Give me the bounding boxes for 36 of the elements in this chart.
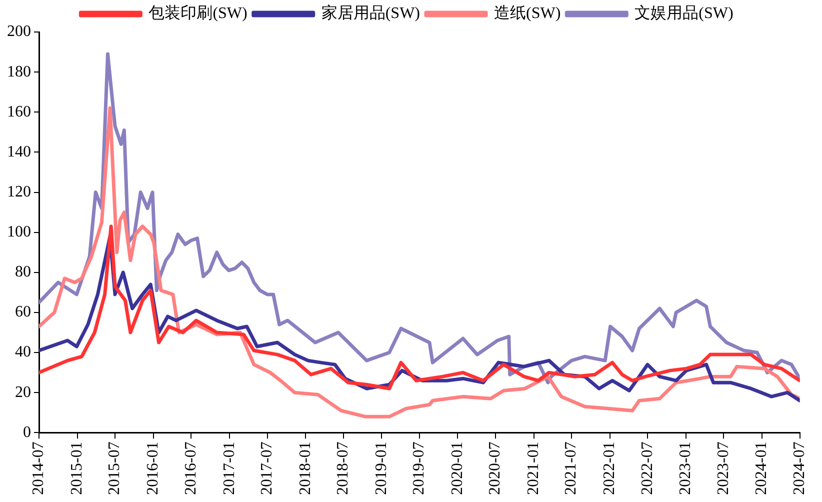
x-tick-label: 2018-01 [296,442,314,495]
x-tick-label: 2019-01 [372,442,390,495]
x-tick-label: 2017-07 [258,442,276,495]
x-tick-label: 2021-01 [525,442,542,495]
x-tick-label: 2020-01 [448,442,466,495]
x-tick-label: 2016-07 [182,442,200,495]
y-tick-label: 180 [7,63,31,80]
x-tick-label: 2024-01 [753,442,770,495]
y-tick-label: 20 [15,384,31,401]
x-tick-label: 2022-01 [601,442,618,495]
legend-label: 文娱用品(SW) [634,4,734,22]
x-tick-label: 2017-01 [220,442,238,495]
legend-label: 造纸(SW) [494,4,561,22]
x-tick-label: 2022-07 [638,442,656,495]
y-tick-label: 120 [7,183,31,200]
x-tick-label: 2021-07 [562,442,580,495]
x-tick-label: 2019-07 [410,442,428,495]
x-tick-label: 2016-01 [144,442,162,495]
y-tick-label: 160 [7,103,31,120]
x-tick-label: 2015-01 [68,442,86,495]
x-tick-label: 2015-07 [106,442,124,495]
y-tick-label: 0 [23,424,31,441]
x-tick-label: 2024-07 [791,442,808,495]
x-tick-label: 2020-07 [486,442,504,495]
x-tick-label: 2023-01 [677,442,694,495]
y-tick-label: 200 [7,23,31,40]
y-tick-label: 140 [7,143,31,160]
y-tick-label: 60 [15,304,31,321]
y-tick-label: 80 [15,264,31,281]
legend-label: 家居用品(SW) [321,4,420,22]
y-tick-label: 40 [15,344,31,361]
x-tick-label: 2018-07 [334,442,352,495]
x-tick-label: 2023-07 [714,442,732,495]
legend-label: 包装印刷(SW) [148,4,248,22]
x-tick-label: 2014-07 [30,442,48,495]
y-tick-label: 100 [7,224,31,241]
